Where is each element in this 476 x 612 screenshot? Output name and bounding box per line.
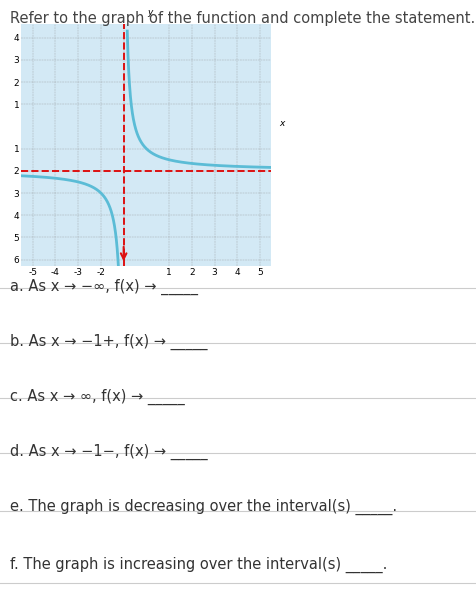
- Text: b. As x → −1+, f(x) → _____: b. As x → −1+, f(x) → _____: [10, 334, 208, 349]
- Text: x: x: [279, 119, 285, 128]
- Text: c. As x → ∞, f(x) → _____: c. As x → ∞, f(x) → _____: [10, 389, 185, 405]
- Text: y: y: [147, 8, 152, 17]
- Text: d. As x → −1−, f(x) → _____: d. As x → −1−, f(x) → _____: [10, 444, 208, 460]
- Text: e. The graph is decreasing over the interval(s) _____.: e. The graph is decreasing over the inte…: [10, 499, 397, 515]
- Text: Refer to the graph of the function and complete the statement.: Refer to the graph of the function and c…: [10, 11, 476, 26]
- Text: f. The graph is increasing over the interval(s) _____.: f. The graph is increasing over the inte…: [10, 557, 388, 573]
- Text: a. As x → −∞, f(x) → _____: a. As x → −∞, f(x) → _____: [10, 278, 198, 294]
